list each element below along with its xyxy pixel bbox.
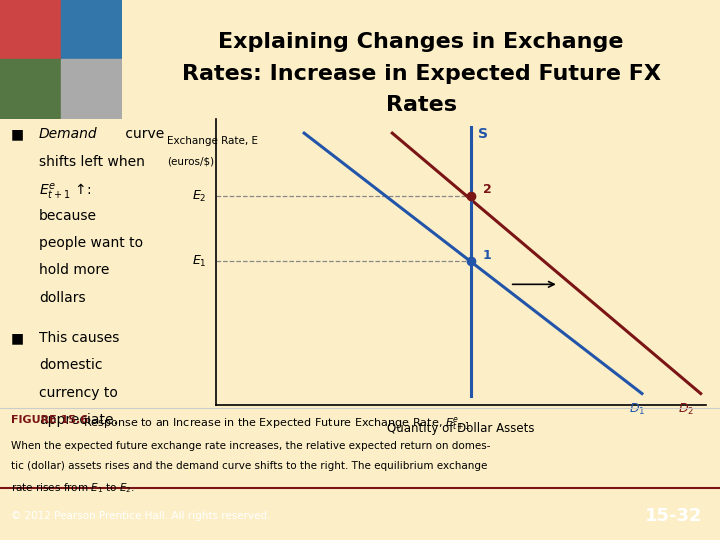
Text: $E^{e}_{t+1}$ ↑:: $E^{e}_{t+1}$ ↑: <box>39 182 91 202</box>
Text: because: because <box>39 209 97 223</box>
Text: S: S <box>478 127 488 141</box>
Text: (euros/$): (euros/$) <box>167 156 214 166</box>
Text: $E_1$: $E_1$ <box>192 254 206 269</box>
Bar <box>61 0 122 59</box>
Text: Explaining Changes in Exchange: Explaining Changes in Exchange <box>218 31 624 52</box>
Text: curve: curve <box>121 127 164 141</box>
Text: people want to: people want to <box>39 236 143 250</box>
Text: $D_2$: $D_2$ <box>678 402 694 417</box>
Text: Rates: Rates <box>386 94 456 114</box>
Text: Quantity of Dollar Assets: Quantity of Dollar Assets <box>387 422 534 435</box>
Text: 2: 2 <box>483 184 492 197</box>
Text: currency to: currency to <box>39 386 118 400</box>
Text: ■: ■ <box>11 127 24 141</box>
Bar <box>0 59 61 119</box>
Text: Rates: Increase in Expected Future FX: Rates: Increase in Expected Future FX <box>181 64 661 84</box>
Text: $E_2$: $E_2$ <box>192 188 206 204</box>
Text: 1: 1 <box>483 248 492 261</box>
Text: Response to an Increase in the Expected Future Exchange Rate, $E^{e}_{t+1}$: Response to an Increase in the Expected … <box>83 415 471 433</box>
Text: domestic: domestic <box>39 359 102 373</box>
Text: This causes: This causes <box>39 332 120 345</box>
Text: Exchange Rate, E: Exchange Rate, E <box>167 136 258 146</box>
Bar <box>61 59 122 119</box>
Text: shifts left when: shifts left when <box>39 154 145 168</box>
Text: rate rises from $E_1$ to $E_2$.: rate rises from $E_1$ to $E_2$. <box>11 481 135 495</box>
Text: FIGURE 15.6: FIGURE 15.6 <box>11 415 88 426</box>
Text: 15-32: 15-32 <box>644 507 702 525</box>
Text: ■: ■ <box>11 332 24 345</box>
Text: tic (dollar) assets rises and the demand curve shifts to the right. The equilibr: tic (dollar) assets rises and the demand… <box>11 461 487 471</box>
Text: Demand: Demand <box>39 127 97 141</box>
Text: hold more: hold more <box>39 264 109 278</box>
Text: When the expected future exchange rate increases, the relative expected return o: When the expected future exchange rate i… <box>11 441 490 451</box>
Text: $D_1$: $D_1$ <box>629 402 645 417</box>
Bar <box>0 0 61 59</box>
Text: appreciate.: appreciate. <box>39 413 118 427</box>
Text: © 2012 Pearson Prentice Hall. All rights reserved.: © 2012 Pearson Prentice Hall. All rights… <box>11 511 270 521</box>
Text: dollars: dollars <box>39 291 86 305</box>
